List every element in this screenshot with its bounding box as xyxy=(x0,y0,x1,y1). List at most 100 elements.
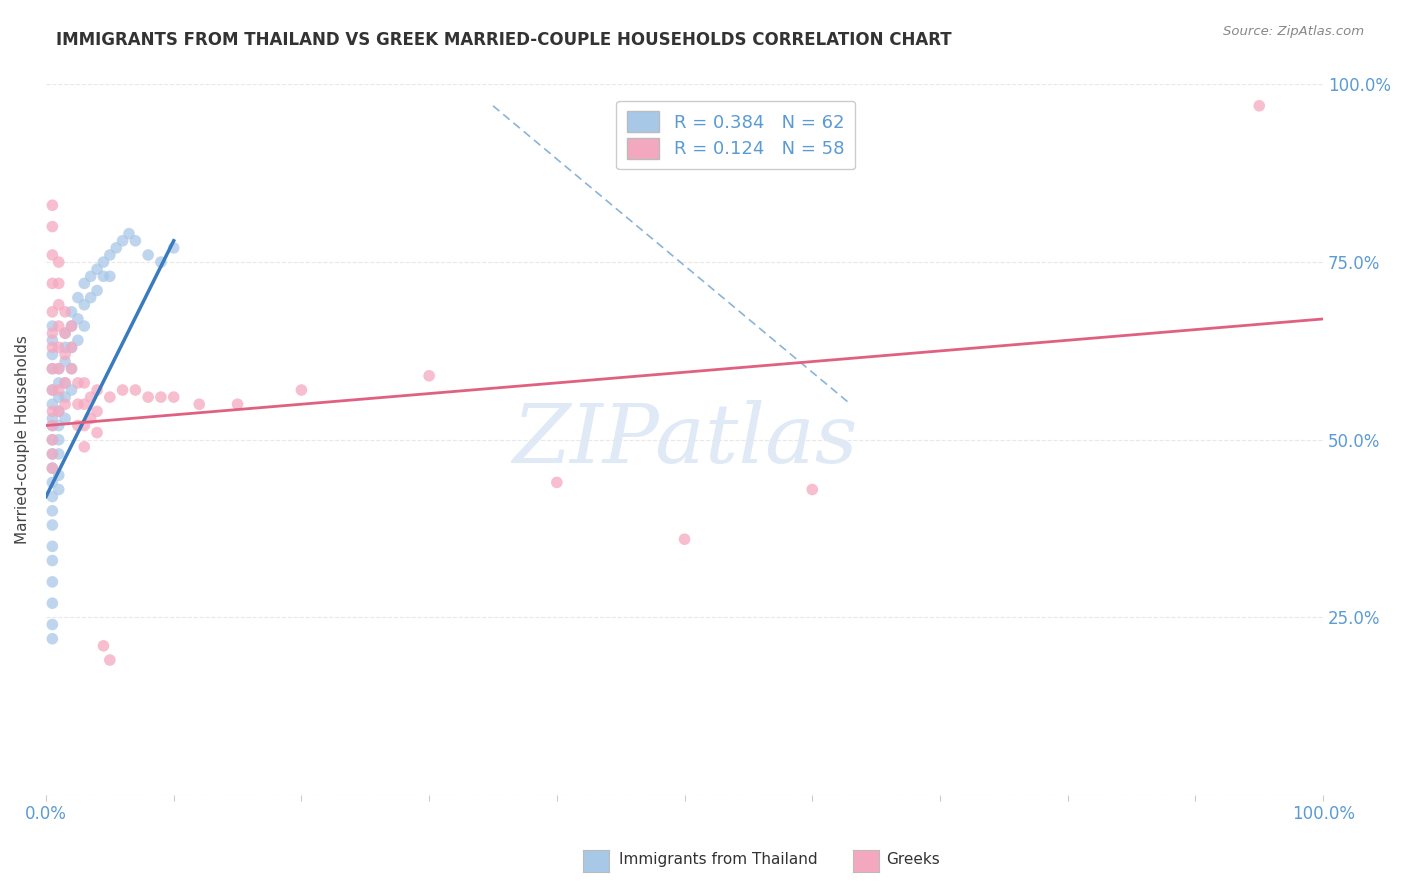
Point xyxy=(41,461,63,475)
Point xyxy=(53,326,76,340)
Point xyxy=(48,447,70,461)
Point xyxy=(86,262,108,277)
Point xyxy=(41,539,63,553)
Point xyxy=(60,361,83,376)
Point xyxy=(41,333,63,347)
Point xyxy=(188,397,211,411)
Point xyxy=(111,383,134,397)
Point xyxy=(73,277,96,291)
Point xyxy=(53,390,76,404)
Point xyxy=(48,298,70,312)
Y-axis label: Married-couple Households: Married-couple Households xyxy=(15,335,30,544)
Point xyxy=(60,305,83,319)
Point xyxy=(41,248,63,262)
Point xyxy=(41,518,63,533)
Point xyxy=(98,269,121,284)
Point xyxy=(66,312,89,326)
Point xyxy=(41,447,63,461)
Point xyxy=(66,291,89,305)
Point xyxy=(98,248,121,262)
Point xyxy=(124,234,146,248)
Point xyxy=(41,319,63,334)
Point xyxy=(53,340,76,354)
Point xyxy=(86,404,108,418)
Point xyxy=(48,390,70,404)
Point xyxy=(41,404,63,418)
Point xyxy=(86,425,108,440)
Point xyxy=(73,376,96,390)
Point xyxy=(41,347,63,361)
Point xyxy=(48,404,70,418)
Point xyxy=(48,418,70,433)
Point xyxy=(60,383,83,397)
Point xyxy=(48,319,70,334)
Point xyxy=(98,653,121,667)
Point xyxy=(41,326,63,340)
Point xyxy=(79,291,101,305)
Point xyxy=(53,347,76,361)
Point xyxy=(41,361,63,376)
Point xyxy=(226,397,249,411)
Point xyxy=(60,340,83,354)
Point xyxy=(136,248,159,262)
Point xyxy=(41,397,63,411)
Point xyxy=(53,376,76,390)
Point xyxy=(801,483,824,497)
Text: Immigrants from Thailand: Immigrants from Thailand xyxy=(619,852,817,867)
Point xyxy=(48,277,70,291)
Point xyxy=(60,361,83,376)
Point xyxy=(41,411,63,425)
Point xyxy=(53,397,76,411)
Point xyxy=(66,376,89,390)
Point xyxy=(41,418,63,433)
Point xyxy=(79,390,101,404)
Point xyxy=(48,483,70,497)
Point xyxy=(93,639,115,653)
Point xyxy=(41,305,63,319)
Point xyxy=(53,305,76,319)
Point xyxy=(79,269,101,284)
Point xyxy=(105,241,128,255)
Point xyxy=(66,418,89,433)
Point xyxy=(48,383,70,397)
Point xyxy=(290,383,312,397)
Point xyxy=(149,390,172,404)
Point xyxy=(673,533,696,547)
Point xyxy=(73,397,96,411)
Text: IMMIGRANTS FROM THAILAND VS GREEK MARRIED-COUPLE HOUSEHOLDS CORRELATION CHART: IMMIGRANTS FROM THAILAND VS GREEK MARRIE… xyxy=(56,31,952,49)
Point xyxy=(73,298,96,312)
Point xyxy=(48,433,70,447)
Point xyxy=(60,319,83,334)
Point xyxy=(41,418,63,433)
Point xyxy=(60,319,83,334)
Point xyxy=(41,475,63,490)
Text: ZIPatlas: ZIPatlas xyxy=(512,400,858,480)
Point xyxy=(48,404,70,418)
Point xyxy=(73,440,96,454)
Point xyxy=(48,468,70,483)
Point xyxy=(149,255,172,269)
Point xyxy=(41,433,63,447)
Point xyxy=(41,574,63,589)
Point xyxy=(48,255,70,269)
Point xyxy=(1249,99,1271,113)
Point xyxy=(86,284,108,298)
Point xyxy=(86,383,108,397)
Point xyxy=(163,390,186,404)
Point xyxy=(48,376,70,390)
Legend: R = 0.384   N = 62, R = 0.124   N = 58: R = 0.384 N = 62, R = 0.124 N = 58 xyxy=(616,101,855,169)
Point xyxy=(93,255,115,269)
Point xyxy=(118,227,141,241)
Point xyxy=(79,411,101,425)
Point xyxy=(41,277,63,291)
Point xyxy=(41,447,63,461)
Point xyxy=(48,361,70,376)
Point xyxy=(66,333,89,347)
Point xyxy=(41,383,63,397)
Point xyxy=(41,596,63,610)
Point xyxy=(53,411,76,425)
Point xyxy=(53,326,76,340)
Point xyxy=(66,397,89,411)
Point xyxy=(41,219,63,234)
Point xyxy=(41,361,63,376)
